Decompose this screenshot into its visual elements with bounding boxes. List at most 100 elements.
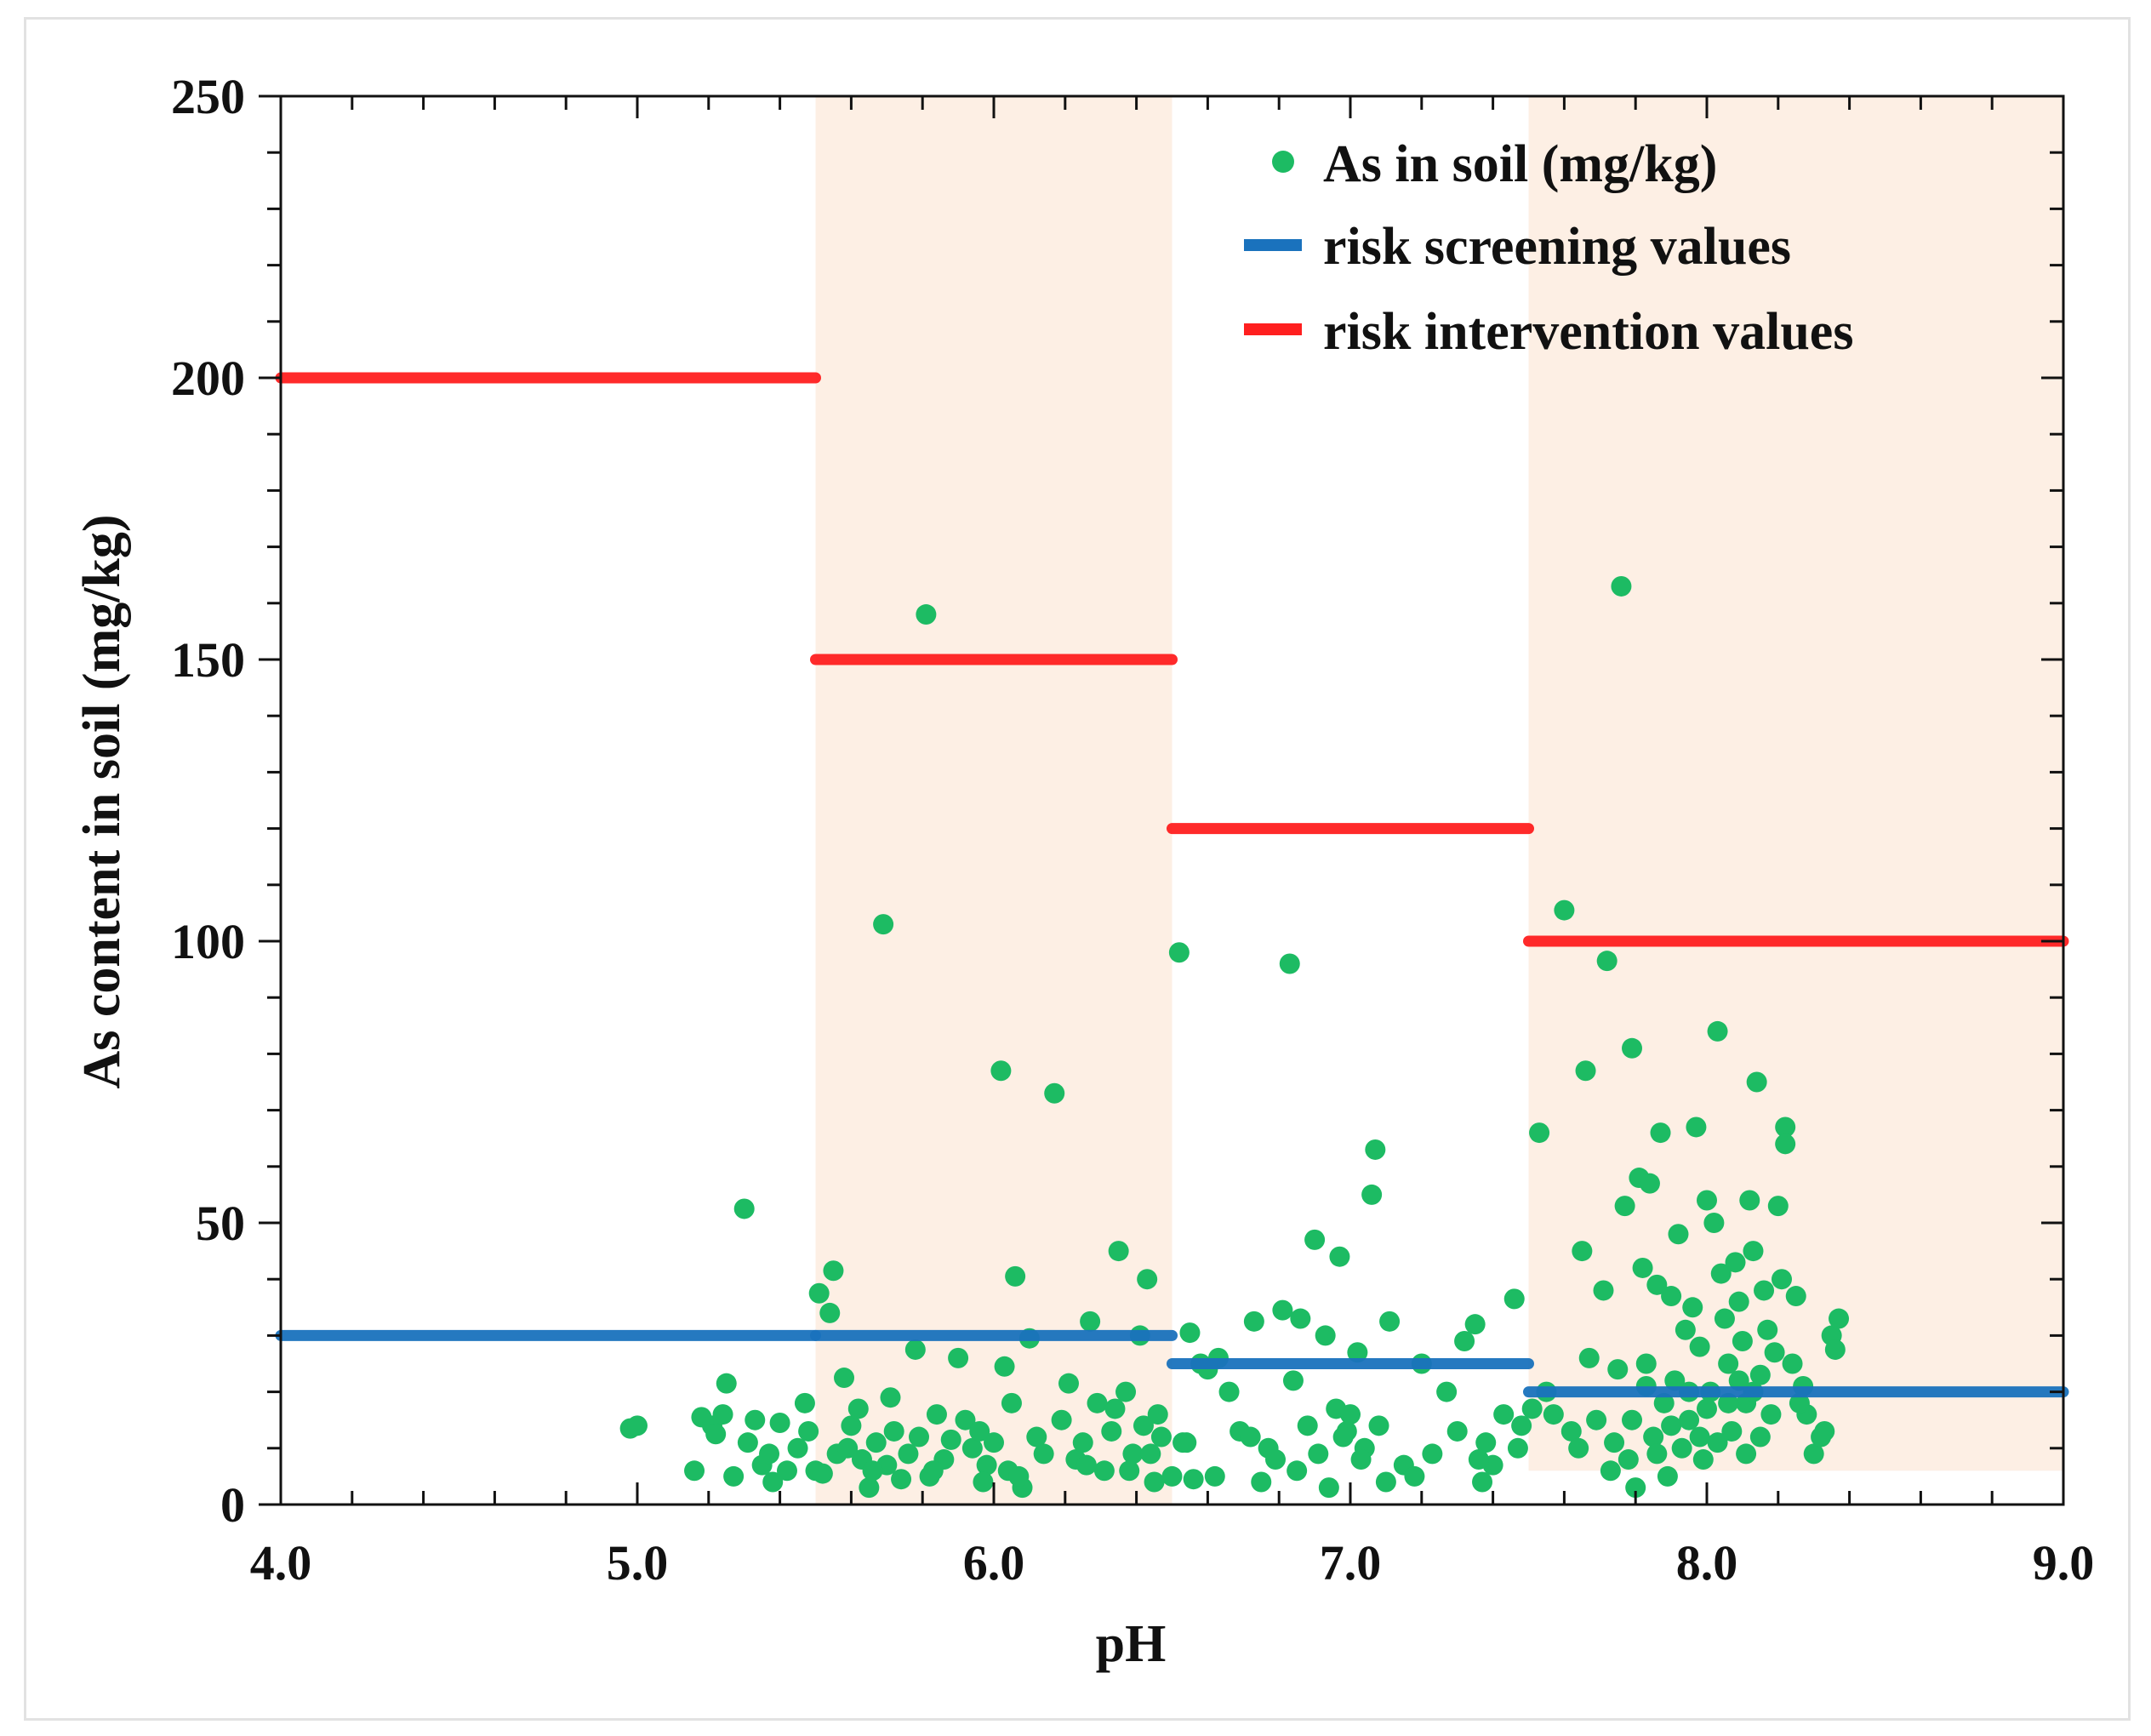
scatter-point	[705, 1424, 727, 1445]
scatter-point	[1379, 1311, 1401, 1332]
scatter-point	[1749, 1364, 1771, 1385]
scatter-point	[1265, 1449, 1287, 1470]
scatter-point	[1272, 1299, 1293, 1321]
scatter-point	[1044, 1082, 1065, 1104]
scatter-point	[737, 1432, 758, 1453]
scatter-point	[1575, 1060, 1596, 1082]
x-tick-label: 6.0	[963, 1535, 1025, 1590]
scatter-point	[1814, 1420, 1835, 1442]
scatter-point	[847, 1398, 869, 1419]
scatter-point	[1586, 1409, 1607, 1430]
scatter-point	[1625, 1477, 1646, 1499]
scatter-point	[1511, 1415, 1532, 1436]
scatter-point	[1653, 1392, 1675, 1413]
scatter-point	[1639, 1173, 1660, 1194]
scatter-point	[1308, 1443, 1329, 1465]
scatter-point	[1671, 1437, 1692, 1459]
scatter-point	[1115, 1381, 1137, 1402]
scatter-point	[1133, 1415, 1154, 1436]
scatter-point	[1026, 1426, 1047, 1448]
scatter-point	[1468, 1449, 1489, 1470]
scatter-point	[1600, 1460, 1621, 1482]
scatter-point	[1614, 1196, 1635, 1217]
legend-scatter-marker	[1272, 151, 1294, 173]
scatter-point	[1754, 1280, 1775, 1301]
scatter-point	[1368, 1415, 1389, 1436]
shaded-bands	[815, 96, 2063, 1505]
scatter-point	[1008, 1465, 1030, 1487]
scatter-point	[1682, 1297, 1703, 1318]
scatter-point	[1183, 1469, 1204, 1490]
scatter-point	[762, 1471, 784, 1493]
shaded-band-0	[815, 96, 1172, 1505]
scatter-point	[733, 1198, 755, 1219]
scatter-point	[1689, 1426, 1710, 1448]
scatter-point	[776, 1460, 797, 1482]
scatter-point	[1593, 1280, 1614, 1301]
scatter-point	[1350, 1449, 1372, 1470]
scatter-point	[1033, 1443, 1054, 1465]
scatter-point	[1454, 1331, 1475, 1352]
scatter-point	[745, 1409, 766, 1430]
scatter-point	[1775, 1116, 1796, 1138]
scatter-point	[1661, 1286, 1682, 1307]
scatter-point	[891, 1469, 912, 1490]
scatter-point	[1058, 1373, 1079, 1394]
scatter-point	[716, 1373, 737, 1394]
scatter-point	[1572, 1241, 1593, 1262]
scatter-point	[969, 1420, 990, 1442]
scatter-point	[834, 1368, 855, 1389]
scatter-point	[1144, 1471, 1165, 1493]
scatter-point	[1568, 1437, 1589, 1459]
scatter-point	[1464, 1314, 1486, 1335]
scatter-point	[990, 1060, 1012, 1082]
scatter-point	[1554, 899, 1575, 921]
scatter-point	[1493, 1404, 1515, 1425]
scatter-point	[1710, 1263, 1732, 1284]
scatter-point	[1297, 1415, 1318, 1436]
scatter-point	[1604, 1432, 1625, 1453]
scatter-point	[1618, 1449, 1639, 1470]
scatter-point	[812, 1463, 833, 1484]
scatter-point	[1475, 1432, 1497, 1453]
scatter-point	[873, 914, 894, 935]
scatter-point	[1446, 1420, 1468, 1442]
scatter-point	[1679, 1409, 1700, 1430]
scatter-point	[1304, 1229, 1326, 1250]
scatter-point	[1104, 1398, 1126, 1419]
scatter-point	[1361, 1184, 1383, 1205]
scatter-point	[1150, 1426, 1172, 1448]
scatter-point	[823, 1260, 844, 1282]
scatter-point	[1607, 1359, 1629, 1380]
scatter-point	[1632, 1257, 1653, 1278]
x-tick-label: 5.0	[607, 1535, 669, 1590]
scatter-point	[837, 1437, 859, 1459]
scatter-point	[961, 1437, 983, 1459]
x-tick-label: 8.0	[1676, 1535, 1738, 1590]
legend-intervention-label: risk intervention values	[1323, 303, 1853, 361]
scatter-point	[948, 1347, 969, 1368]
scatter-point	[1122, 1443, 1144, 1465]
scatter-point	[976, 1454, 997, 1476]
y-tick-label: 50	[196, 1196, 245, 1251]
scatter-point	[1503, 1288, 1525, 1310]
scatter-point	[1168, 942, 1190, 963]
scatter-point	[1668, 1224, 1689, 1245]
scatter-point	[1243, 1311, 1264, 1332]
x-tick-label: 9.0	[2033, 1535, 2095, 1590]
scatter-point	[798, 1420, 819, 1442]
scatter-point	[1764, 1342, 1785, 1363]
scatter-point	[909, 1426, 930, 1448]
plot-area-border	[279, 94, 2065, 1506]
scatter-point	[819, 1302, 841, 1323]
scatter-point	[1689, 1336, 1710, 1357]
scatter-point	[1332, 1426, 1354, 1448]
scatter-point	[1635, 1353, 1657, 1374]
scatter-point	[1611, 575, 1632, 597]
scatter-point	[883, 1420, 904, 1442]
scatter-point	[1707, 1020, 1728, 1042]
x-tick-label: 7.0	[1320, 1535, 1382, 1590]
scatter-point	[769, 1413, 790, 1434]
scatter-point	[1240, 1426, 1261, 1448]
